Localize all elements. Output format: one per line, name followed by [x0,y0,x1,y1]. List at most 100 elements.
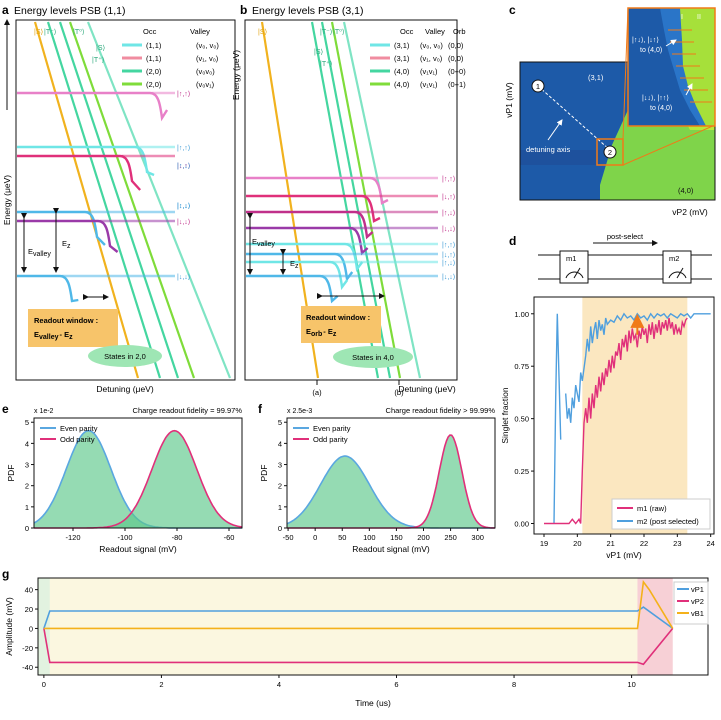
panel-c-inset-text1a: |↑↓⟩, |↓↑⟩ [632,36,659,44]
panel-c-detuning-arrow [547,119,563,141]
legend-label-vP1: vP1 [691,585,704,594]
panel-b-states-ellipse [333,346,413,368]
legend-occ: (1,1) [146,54,162,63]
spin-state-label: |T⁺⟩ [320,60,333,68]
panel-b-readout-line1: Readout window : [306,313,370,322]
panel-b-col-occ: Occ [400,27,414,36]
spin-state-label: |T⁻⟩ [320,28,333,36]
pulse-vB1 [43,579,674,630]
panel-b-ylabel: Energy (μeV) [231,50,241,100]
panel-d-m2-label: m2 [669,254,679,263]
legend-occ: (2,0) [146,67,162,76]
panel-a-col-valley: Valley [190,27,210,36]
panel-d-meter2-icon [668,271,687,279]
panel-c-frame [519,61,716,201]
state-label: |↓,↓⟩ [177,273,191,281]
state-label: |↑,↑⟩ [442,175,456,183]
panel-c-point1-label: 1 [536,82,540,91]
legend-occ: (3,1) [394,41,410,50]
y-tick-label: 3 [25,461,29,470]
histogram-fill [287,435,495,528]
legend-box [611,498,711,530]
x-tick-label: 300 [471,533,484,542]
panel-f-letter: f [258,402,263,416]
panel-c-inset-blue [628,8,700,126]
state-label: |↑,↓⟩ [442,209,456,217]
x-tick-label: 19 [540,539,548,548]
energy-level-line [246,210,374,240]
panel-c-detuning-label: detuning axis [526,145,570,154]
panel-d-ylabel: Singlet fraction [500,387,510,443]
fidelity-title: Charge readout fidelity > 99.99% [386,406,496,415]
histogram-fill [34,430,242,528]
panel-d-plot: 19 20 21 22 23 24 0.00 0.25 0.50 0.75 1.00 Singlet … [500,296,715,560]
legend-occ: (2,0) [146,80,162,89]
panel-a-col-occ: Occ [143,27,157,36]
panel-a-readout-box [28,309,118,347]
energy-level-line [17,210,106,246]
series-m1-line [544,317,688,525]
panel-b-col-valley: Valley [425,27,445,36]
panel-c-inset-arrow2 [685,83,693,96]
legend-m2-label: m2 (post selected) [637,517,699,526]
panel-c-point2 [603,145,617,159]
legend-orb: (0,0) [448,54,464,63]
panel-a-ylabel: Energy (μeV) [2,175,12,225]
panel-g-plot: 0 2 4 6 8 10 -40 -20 0 20 40 Amplitude (mV) Time (us… [4,577,709,708]
y-tick-label: 4 [25,439,29,448]
legend-label-vP2: vP2 [691,597,704,606]
x-tick-label: -50 [283,533,294,542]
phase-shade [637,578,673,675]
spin-state-label: |T⁺⟩ [92,56,105,64]
panel-c-inset-ii: II [697,14,701,21]
panel-a-title: Energy levels PSB (1,1) [14,5,125,17]
legend-orb: (0+1) [448,80,466,89]
pdf-ylabel: PDF [259,465,269,482]
panel-b-state-labels: |↑,↑⟩|↓,↑⟩|↑,↓⟩|↓,↓⟩|↑,↑⟩|↓,↑⟩|↑,↓⟩|↓,↓⟩ [442,175,456,281]
panel-c-inset-text1b: to (4,0) [640,47,662,54]
energy-level-line [246,194,381,223]
x-tick-label: 250 [444,533,457,542]
state-label: |↑,↑⟩ [442,241,456,249]
energy-level-line [17,145,155,177]
plot-frame [37,577,709,676]
spin-state-label: |T⁰⟩ [73,28,85,36]
y-tick-label: 5 [278,418,282,427]
pulse-vP1 [43,606,674,630]
panel-a-readout-line1: Readout window : [34,316,98,325]
charge-state-line [86,21,232,379]
panel-c-ylabel: vP1 (mV) [504,82,514,118]
panel-d-m1-label: m1 [566,254,576,263]
panel-e: e -120 -100 -80 -60 0 1 2 3 4 5 Charge readout fid… [2,402,243,554]
panel-a-levels [17,21,232,379]
panel-g-letter: g [2,567,9,581]
plot-frame [33,417,243,529]
state-label: |↓,↑⟩ [442,251,456,259]
panel-c-inset-steps [668,29,712,103]
y-tick-label: 0 [25,524,29,533]
y-tick-label: 2 [278,482,282,491]
panel-a-states-ellipse [88,345,162,367]
panel-d-letter: d [509,234,516,248]
charge-state-line [33,21,140,379]
y-tick-label: 20 [25,605,33,614]
energy-level-line [246,176,389,205]
panel-a-evalley: Evalley [28,247,51,258]
y-tick-label: 0.00 [514,520,529,529]
state-label: |↑,↓⟩ [177,202,191,210]
spin-state-label: |T⁻⟩ [44,28,57,36]
state-label: |↑,↑⟩ [177,90,191,98]
panel-c-point2-label: 2 [608,148,612,157]
spin-state-label: |S⟩ [258,28,267,36]
energy-level-line [17,219,119,253]
panel-c-inset-green [680,8,715,126]
charge-state-line [68,21,196,379]
panel-c-point1 [531,79,545,93]
panel-a-readout-line2: Evalley- Ez [34,330,73,341]
x-tick-label: 150 [390,533,403,542]
panel-d-postselect: post-select [607,232,644,241]
x-tick-label: -120 [65,533,80,542]
panel-b: b Energy levels PSB (3,1) Energy (μeV) D… [231,3,466,397]
state-label: |↓,↓⟩ [177,218,191,226]
